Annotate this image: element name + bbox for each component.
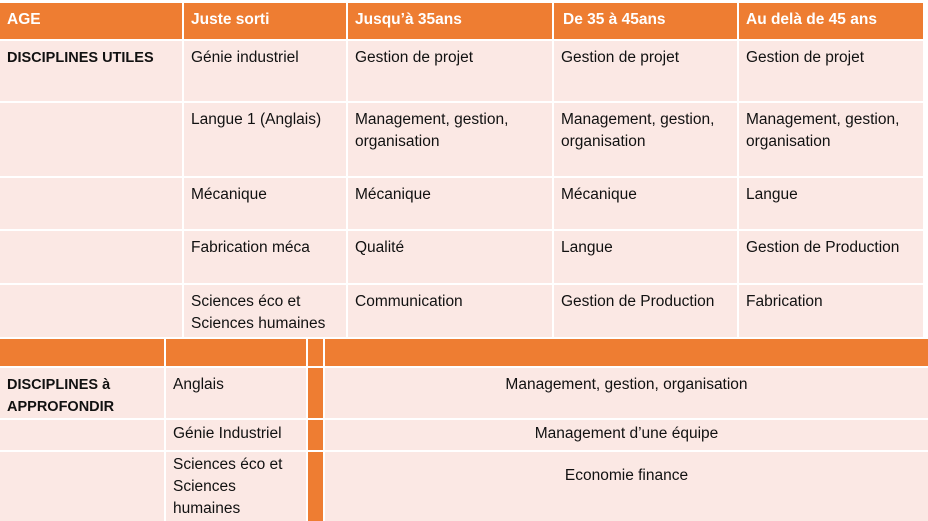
header-jusqu-35: Jusqu’à 35ans	[348, 3, 552, 39]
table-cell-spacer	[308, 452, 323, 521]
table-cell: Anglais	[166, 368, 306, 418]
table-cell: Mécanique	[348, 178, 552, 229]
table-cell-empty	[0, 231, 182, 283]
table-cell: Langue	[554, 231, 737, 283]
table-cell: Sciences éco et Sciences humaines	[184, 285, 346, 337]
table-cell: Management d’une équipe	[325, 420, 928, 450]
table-cell-spacer	[308, 368, 323, 418]
table-cell-empty	[0, 285, 182, 337]
header-juste-sorti: Juste sorti	[184, 3, 346, 39]
table2-header-cell	[0, 339, 164, 366]
table-cell: Communication	[348, 285, 552, 337]
table-cell-empty	[0, 452, 164, 521]
table-cell: Génie industriel	[184, 41, 346, 101]
section-label-disciplines-utiles: DISCIPLINES UTILES	[0, 41, 182, 101]
table-cell: Sciences éco et Sciences humaines	[166, 452, 306, 521]
table-cell: Langue	[739, 178, 923, 229]
table-cell: Qualité	[348, 231, 552, 283]
table-cell: Gestion de projet	[348, 41, 552, 101]
table-cell: Management, gestion, organisation	[554, 103, 737, 176]
table-cell: Gestion de projet	[554, 41, 737, 101]
header-age: AGE	[0, 3, 182, 39]
table-cell: Management, gestion, organisation	[325, 368, 928, 418]
table-cell: Management, gestion, organisation	[739, 103, 923, 176]
table-cell: Gestion de projet	[739, 41, 923, 101]
table-cell: Fabrication	[739, 285, 923, 337]
table-cell: Mécanique	[184, 178, 346, 229]
table-cell: Economie finance	[325, 452, 928, 521]
table-cell: Gestion de Production	[554, 285, 737, 337]
table-cell: Gestion de Production	[739, 231, 923, 283]
header-au-dela-45: Au delà de 45 ans	[739, 3, 923, 39]
table-cell: Fabrication méca	[184, 231, 346, 283]
table2-header-cell	[166, 339, 306, 366]
table-cell-empty	[0, 178, 182, 229]
table-cell-empty	[0, 420, 164, 450]
table2-header-cell	[308, 339, 323, 366]
table2-header-cell	[325, 339, 928, 366]
table-cell: Mécanique	[554, 178, 737, 229]
table-cell: Management, gestion, organisation	[348, 103, 552, 176]
table-cell: Génie Industriel	[166, 420, 306, 450]
table-cell-spacer	[308, 420, 323, 450]
header-35-45: De 35 à 45ans	[554, 3, 737, 39]
table-cell: Langue 1 (Anglais)	[184, 103, 346, 176]
section-label-disciplines-approfondir: DISCIPLINES à APPROFONDIR	[0, 368, 164, 418]
table-cell-empty	[0, 103, 182, 176]
